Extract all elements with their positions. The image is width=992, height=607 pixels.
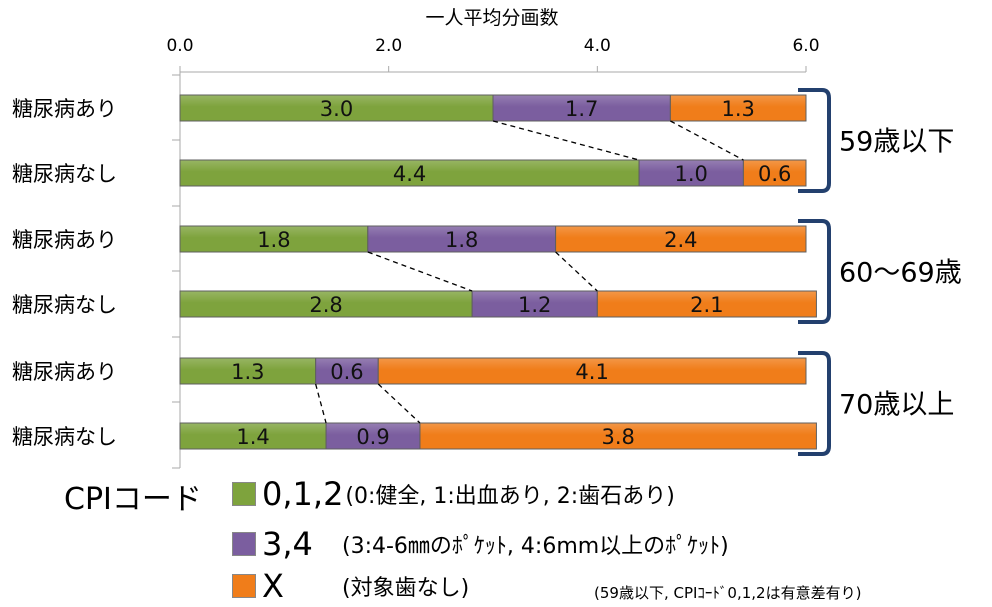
data-label: 1.8 xyxy=(257,228,290,252)
legend-title: CPIコード xyxy=(64,482,202,517)
data-label: 4.4 xyxy=(393,162,426,186)
bar-segment xyxy=(555,225,807,253)
age-group-bracket xyxy=(798,88,831,193)
data-label: 1.4 xyxy=(236,425,269,449)
legend-item-x: X (対象歯なし) xyxy=(232,567,469,605)
data-label: 2.4 xyxy=(664,228,697,252)
data-label: 3.0 xyxy=(320,97,353,121)
x-tick-label: 6.0 xyxy=(792,36,819,56)
data-label: 4.1 xyxy=(575,360,608,384)
y-category-label: 糖尿病なし xyxy=(12,162,117,186)
legend-item-34: 3,4 (3:4-6㎜のﾎﾟｹｯﾄ, 4:6mm以上のﾎﾟｹｯﾄ) xyxy=(232,525,729,563)
bar-segment xyxy=(325,422,421,450)
bar-segment xyxy=(179,159,640,187)
significance-note: (59歳以下, CPIｺｰﾄﾞ0,1,2は有意差有り) xyxy=(594,584,862,602)
data-label: 1.3 xyxy=(231,360,264,384)
bar-segment xyxy=(596,290,817,318)
connector-line xyxy=(555,251,598,292)
data-label: 1.2 xyxy=(518,293,551,317)
y-category-label: 糖尿病あり xyxy=(12,360,117,384)
y-category-label: 糖尿病なし xyxy=(12,293,117,317)
age-group-bracket xyxy=(798,219,831,324)
y-category-label: 糖尿病あり xyxy=(12,228,117,252)
legend-desc: (0:健全, 1:出血あり, 2:歯石あり) xyxy=(345,484,675,509)
legend-swatch-green xyxy=(232,482,256,506)
bar-segment xyxy=(471,290,598,318)
age-group-label: 59歳以下 xyxy=(839,127,954,158)
bar-segment xyxy=(367,225,557,253)
data-label: 1.7 xyxy=(565,97,598,121)
connector-line xyxy=(377,383,421,424)
connector-line xyxy=(367,251,473,292)
legend-swatch-purple xyxy=(232,532,256,556)
bar-segment xyxy=(669,94,807,122)
data-label: 1.8 xyxy=(445,228,478,252)
chart-title: 一人平均分画数 xyxy=(425,7,558,29)
age-group-label: 60～69歳 xyxy=(839,258,962,289)
y-category-label: 糖尿病あり xyxy=(12,97,117,121)
data-label: 1.3 xyxy=(721,97,754,121)
legend-desc: (3:4-6㎜のﾎﾟｹｯﾄ, 4:6mm以上のﾎﾟｹｯﾄ) xyxy=(342,534,729,559)
legend-swatch-orange xyxy=(232,574,256,598)
connector-line xyxy=(315,383,327,424)
connector-line xyxy=(492,120,640,161)
connector-line xyxy=(670,120,744,161)
data-label: 1.0 xyxy=(675,162,708,186)
x-tick-label: 0.0 xyxy=(166,36,193,56)
data-label: 0.9 xyxy=(356,425,389,449)
x-tick-label: 2.0 xyxy=(375,36,402,56)
data-label: 2.8 xyxy=(309,293,342,317)
data-label: 0.6 xyxy=(330,360,363,384)
bar-segment xyxy=(742,159,807,187)
bar-segment xyxy=(419,422,817,450)
legend-code: X xyxy=(262,567,284,605)
bar-segment xyxy=(179,422,327,450)
legend-code: 3,4 xyxy=(262,525,313,563)
bar-segment xyxy=(377,357,807,385)
data-label: 2.1 xyxy=(690,293,723,317)
bar-segment xyxy=(315,357,379,385)
age-group-label: 70歳以上 xyxy=(839,390,954,421)
y-category-label: 糖尿病なし xyxy=(12,425,117,449)
bar-segment xyxy=(179,290,473,318)
legend-item-012: 0,1,2 (0:健全, 1:出血あり, 2:歯石あり) xyxy=(232,475,675,513)
data-label: 3.8 xyxy=(601,425,634,449)
legend-code: 0,1,2 xyxy=(262,475,344,513)
age-group-bracket xyxy=(798,351,831,456)
bar-segment xyxy=(492,94,671,122)
bar-segment xyxy=(179,94,494,122)
data-label: 0.6 xyxy=(758,162,791,186)
legend-desc: (対象歯なし) xyxy=(342,576,470,601)
x-tick-label: 4.0 xyxy=(584,36,611,56)
